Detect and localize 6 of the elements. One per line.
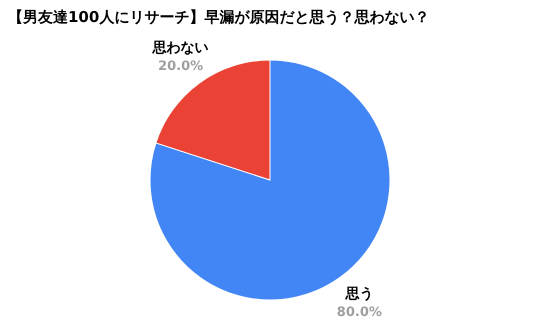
slice-label: 思う	[344, 286, 374, 302]
pie-slice	[150, 60, 390, 300]
chart-title: 【男友達100人にリサーチ】早漏が原因だと思う？思わない？	[8, 8, 430, 26]
data-label: 20.0%	[158, 59, 204, 74]
slice-label: 思わない	[152, 40, 209, 56]
data-label: 80.0%	[336, 304, 382, 320]
